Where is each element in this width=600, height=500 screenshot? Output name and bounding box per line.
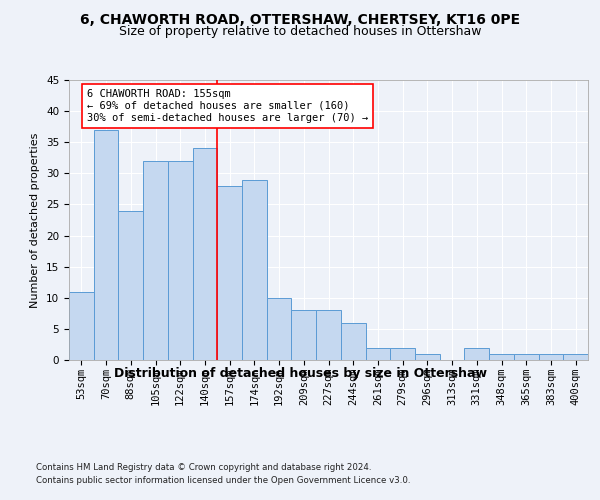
Bar: [168, 161, 193, 360]
Bar: [489, 354, 514, 360]
Bar: [193, 148, 217, 360]
Bar: [69, 292, 94, 360]
Bar: [292, 310, 316, 360]
Bar: [118, 210, 143, 360]
Text: Contains HM Land Registry data © Crown copyright and database right 2024.: Contains HM Land Registry data © Crown c…: [36, 462, 371, 471]
Bar: [242, 180, 267, 360]
Bar: [514, 354, 539, 360]
Bar: [365, 348, 390, 360]
Text: Distribution of detached houses by size in Ottershaw: Distribution of detached houses by size …: [113, 368, 487, 380]
Bar: [341, 322, 365, 360]
Bar: [143, 161, 168, 360]
Bar: [94, 130, 118, 360]
Bar: [415, 354, 440, 360]
Bar: [464, 348, 489, 360]
Bar: [316, 310, 341, 360]
Bar: [390, 348, 415, 360]
Bar: [563, 354, 588, 360]
Text: Contains public sector information licensed under the Open Government Licence v3: Contains public sector information licen…: [36, 476, 410, 485]
Bar: [267, 298, 292, 360]
Text: Size of property relative to detached houses in Ottershaw: Size of property relative to detached ho…: [119, 25, 481, 38]
Text: 6, CHAWORTH ROAD, OTTERSHAW, CHERTSEY, KT16 0PE: 6, CHAWORTH ROAD, OTTERSHAW, CHERTSEY, K…: [80, 12, 520, 26]
Bar: [217, 186, 242, 360]
Bar: [539, 354, 563, 360]
Text: 6 CHAWORTH ROAD: 155sqm
← 69% of detached houses are smaller (160)
30% of semi-d: 6 CHAWORTH ROAD: 155sqm ← 69% of detache…: [87, 90, 368, 122]
Y-axis label: Number of detached properties: Number of detached properties: [31, 132, 40, 308]
